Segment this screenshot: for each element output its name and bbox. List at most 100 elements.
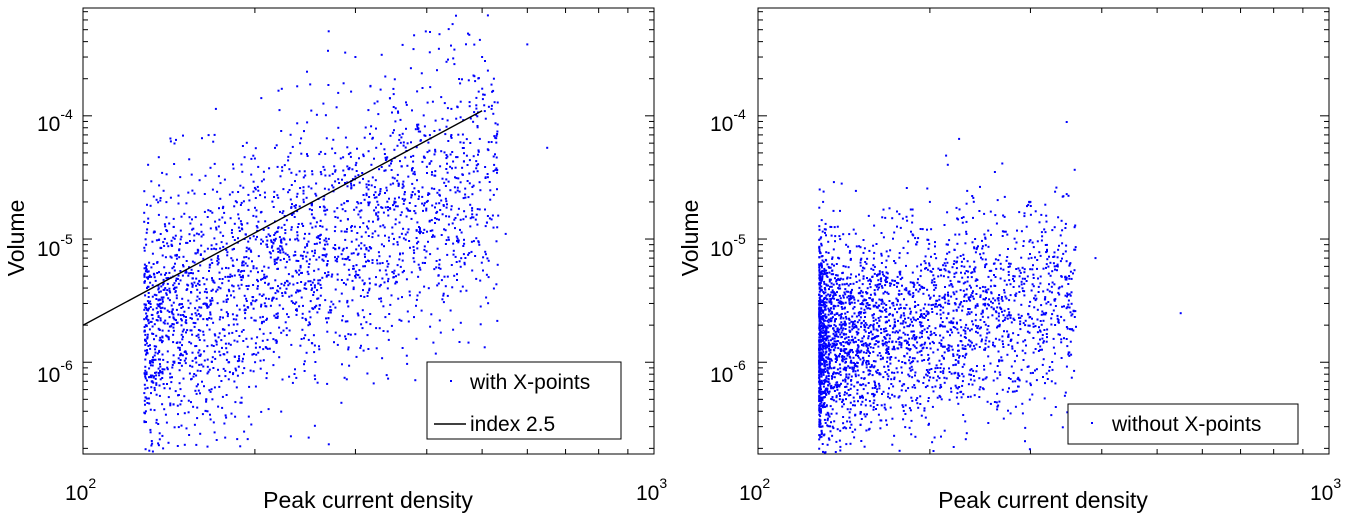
right-data-point <box>859 261 862 264</box>
right-data-point <box>932 274 935 277</box>
left-data-point <box>243 256 246 259</box>
left-data-point <box>373 196 376 199</box>
left-data-point <box>211 297 214 300</box>
right-data-point <box>884 279 887 282</box>
left-data-point <box>280 245 283 248</box>
left-data-point <box>470 250 473 253</box>
left-data-point <box>147 318 150 321</box>
left-data-point <box>337 178 340 181</box>
left-data-point <box>169 137 172 140</box>
right-data-point <box>955 261 958 264</box>
left-data-point <box>254 300 257 303</box>
right-data-point <box>907 347 910 350</box>
left-data-point <box>149 408 152 411</box>
left-data-point <box>334 248 337 251</box>
left-data-point <box>183 395 186 398</box>
left-data-point <box>179 229 182 232</box>
right-data-point <box>1029 316 1032 318</box>
right-data-point <box>828 365 831 368</box>
left-data-point <box>158 351 161 353</box>
left-data-point <box>332 246 335 249</box>
left-data-point <box>334 288 337 291</box>
left-data-point <box>351 178 354 181</box>
right-data-point <box>1074 224 1077 227</box>
left-data-point <box>272 364 275 367</box>
right-data-point <box>901 284 903 287</box>
left-data-point <box>329 305 332 308</box>
left-data-point <box>278 236 281 239</box>
left-data-point <box>471 269 474 272</box>
left-data-point <box>180 364 183 367</box>
left-data-point <box>167 338 170 341</box>
right-data-point <box>867 307 870 310</box>
right-data-point <box>912 316 915 319</box>
left-data-point <box>209 311 212 314</box>
left-x-axis-label: Peak current density <box>263 487 473 513</box>
right-data-point <box>1058 286 1061 289</box>
left-data-point <box>492 77 495 80</box>
left-data-point <box>433 153 436 156</box>
left-data-point <box>237 270 240 273</box>
right-data-point <box>970 311 973 314</box>
left-data-point <box>375 206 377 209</box>
left-data-point <box>249 249 252 252</box>
left-data-point <box>401 252 404 255</box>
left-data-point <box>155 382 158 385</box>
left-data-point <box>413 34 416 37</box>
left-data-point <box>294 269 297 272</box>
right-data-point <box>993 401 996 403</box>
left-data-point <box>203 283 206 286</box>
right-data-point <box>834 353 837 356</box>
right-data-point <box>1041 235 1044 238</box>
left-data-point <box>306 155 309 157</box>
left-data-point <box>415 229 418 232</box>
left-data-point <box>192 375 195 378</box>
left-data-point <box>336 343 339 346</box>
left-data-point <box>198 179 201 182</box>
right-data-point <box>855 281 858 283</box>
left-data-point <box>344 210 347 213</box>
left-data-point <box>487 302 490 305</box>
left-data-point <box>308 263 311 265</box>
left-data-point <box>152 361 154 364</box>
right-data-point <box>1037 277 1039 280</box>
left-data-point <box>157 372 160 374</box>
left-data-point <box>353 184 356 187</box>
left-data-point <box>416 90 419 93</box>
left-data-point <box>409 209 412 212</box>
left-data-point <box>216 263 219 266</box>
right-data-point <box>943 345 946 348</box>
right-data-point <box>1065 121 1068 123</box>
left-data-point <box>147 302 150 304</box>
left-data-point <box>161 300 164 303</box>
left-data-point <box>453 274 456 277</box>
right-data-point <box>820 379 823 382</box>
left-data-point <box>355 238 358 241</box>
left-data-point <box>225 358 228 361</box>
right-data-point <box>874 360 877 363</box>
left-data-point <box>206 306 209 309</box>
right-data-point <box>843 307 846 310</box>
left-data-point <box>290 206 293 209</box>
right-data-point <box>1058 293 1061 296</box>
right-data-point <box>984 302 987 305</box>
left-data-point <box>385 273 388 276</box>
left-data-point <box>158 384 161 387</box>
left-data-point <box>284 252 287 255</box>
left-data-point <box>412 160 415 163</box>
left-data-point <box>316 311 319 314</box>
left-data-point <box>447 180 450 183</box>
left-data-point <box>473 43 476 46</box>
left-data-point <box>394 218 397 221</box>
left-data-point <box>445 157 448 160</box>
left-data-point <box>324 272 326 275</box>
right-data-point <box>818 351 821 354</box>
left-data-point <box>280 130 283 132</box>
left-data-point <box>433 130 436 132</box>
left-data-point <box>255 353 258 356</box>
left-data-point <box>243 304 246 307</box>
left-data-point <box>163 408 166 411</box>
left-data-point <box>200 244 203 247</box>
left-data-point <box>368 246 371 248</box>
right-data-point <box>970 368 973 371</box>
